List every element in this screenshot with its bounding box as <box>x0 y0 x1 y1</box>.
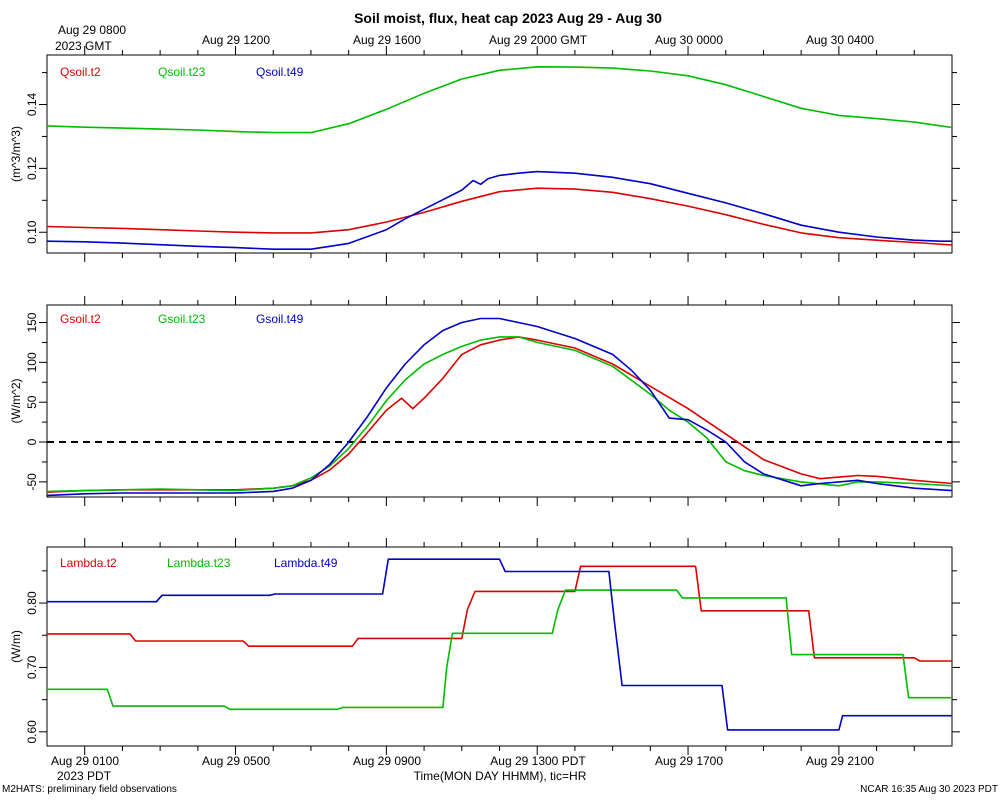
legend-entry-qsoil-t2: Qsoil.t2 <box>60 65 101 79</box>
plot-frame <box>46 54 953 254</box>
bottom-axis-tick-label: Aug 29 1700 <box>655 754 723 768</box>
legend-entry-gsoil-t49: Gsoil.t49 <box>256 312 304 326</box>
y-axis-label: (W/m) <box>9 630 23 663</box>
bottom-axis-tick-label: Aug 29 0100 <box>51 754 119 768</box>
chart-title: Soil moist, flux, heat cap 2023 Aug 29 -… <box>354 10 662 26</box>
footer-right-note: NCAR 16:35 Aug 30 2023 PDT <box>860 784 998 795</box>
panel-soil-heat-flux: -50 0 50 100 150 (W/m^2) Gsoil.t2 Gsoil.t23 Gsoi… <box>9 296 960 506</box>
series-line-qsoil-t2 <box>46 187 953 246</box>
series-line-gsoil-t49 <box>46 317 953 497</box>
plot-frame <box>46 304 953 498</box>
legend-entry-lambda-t2: Lambda.t2 <box>60 556 117 570</box>
y-tick-label: 0.12 <box>25 156 39 180</box>
panel-thermal-conductivity: 0.60 0.70 0.80 (W/m) Lambda.t2 Lambda.t23 Lamb… <box>9 538 960 755</box>
series-line-lambda-t23 <box>47 589 952 711</box>
y-tick-label: 0.60 <box>25 720 39 744</box>
series-line-lambda-t49 <box>47 558 952 731</box>
y-tick-label: -50 <box>25 473 39 491</box>
footer-left-note: M2HATS: preliminary field observations <box>2 784 177 795</box>
bottom-axis-first-sublabel: 2023 PDT <box>57 769 112 783</box>
y-tick-label: 50 <box>25 395 39 409</box>
y-tick-label: 150 <box>25 312 39 332</box>
panel-soil-moisture: 0.10 0.12 0.14(m^3/m^3) Qsoil.t2 Qsoil.t23 Qs… <box>9 46 960 262</box>
bottom-axis-tick-label: Aug 29 1300 PDT <box>490 754 586 768</box>
bottom-axis-tick-label: Aug 29 2100 <box>806 754 874 768</box>
series-line-qsoil-t49 <box>46 170 952 250</box>
top-axis-tick-label: Aug 30 0000 <box>655 33 723 47</box>
top-axis-tick-label: Aug 29 1200 <box>202 33 270 47</box>
legend-entry-gsoil-t2: Gsoil.t2 <box>60 312 101 326</box>
y-tick-label: 0.70 <box>25 655 39 679</box>
bottom-axis-tick-label: Aug 29 0900 <box>353 754 421 768</box>
plot-frame <box>46 546 953 747</box>
legend-entry-lambda-t49: Lambda.t49 <box>274 556 338 570</box>
legend-entry-gsoil-t23: Gsoil.t23 <box>158 312 206 326</box>
series-line-gsoil-t2 <box>46 336 953 493</box>
top-axis-labels: Aug 29 1200 Aug 29 1600 Aug 29 2000 GMT Aug… <box>202 33 874 47</box>
y-tick-label: 0 <box>25 438 39 445</box>
top-axis-tick-label: Aug 29 1600 <box>353 33 421 47</box>
y-tick-label: 0.14 <box>25 92 39 116</box>
legend-entry-qsoil-t49: Qsoil.t49 <box>256 65 304 79</box>
y-axis-label: (W/m^2) <box>9 379 23 424</box>
legend-entry-qsoil-t23: Qsoil.t23 <box>158 65 206 79</box>
series-line-qsoil-t23 <box>46 66 953 134</box>
top-axis-first-sublabel: 2023 GMT <box>55 39 112 53</box>
series-line-lambda-t2 <box>47 565 952 662</box>
y-tick-label: 0.10 <box>25 220 39 244</box>
bottom-axis-tick-label: Aug 29 0500 <box>202 754 270 768</box>
x-axis-label: Time(MON DAY HHMM), tic=HR <box>414 769 587 783</box>
top-axis-first-label: Aug 29 0800 <box>58 23 126 37</box>
legend-entry-lambda-t23: Lambda.t23 <box>167 556 231 570</box>
series-line-gsoil-t23 <box>46 336 953 493</box>
y-axis-label: (m^3/m^3) <box>9 126 23 182</box>
top-axis-tick-label: Aug 30 0400 <box>806 33 874 47</box>
bottom-axis-labels: Aug 29 0100 Aug 29 0500 Aug 29 0900 Aug 29 … <box>51 754 874 768</box>
y-tick-label: 100 <box>25 352 39 372</box>
top-axis-tick-label: Aug 29 2000 GMT <box>489 33 588 47</box>
y-tick-label: 0.80 <box>25 591 39 615</box>
